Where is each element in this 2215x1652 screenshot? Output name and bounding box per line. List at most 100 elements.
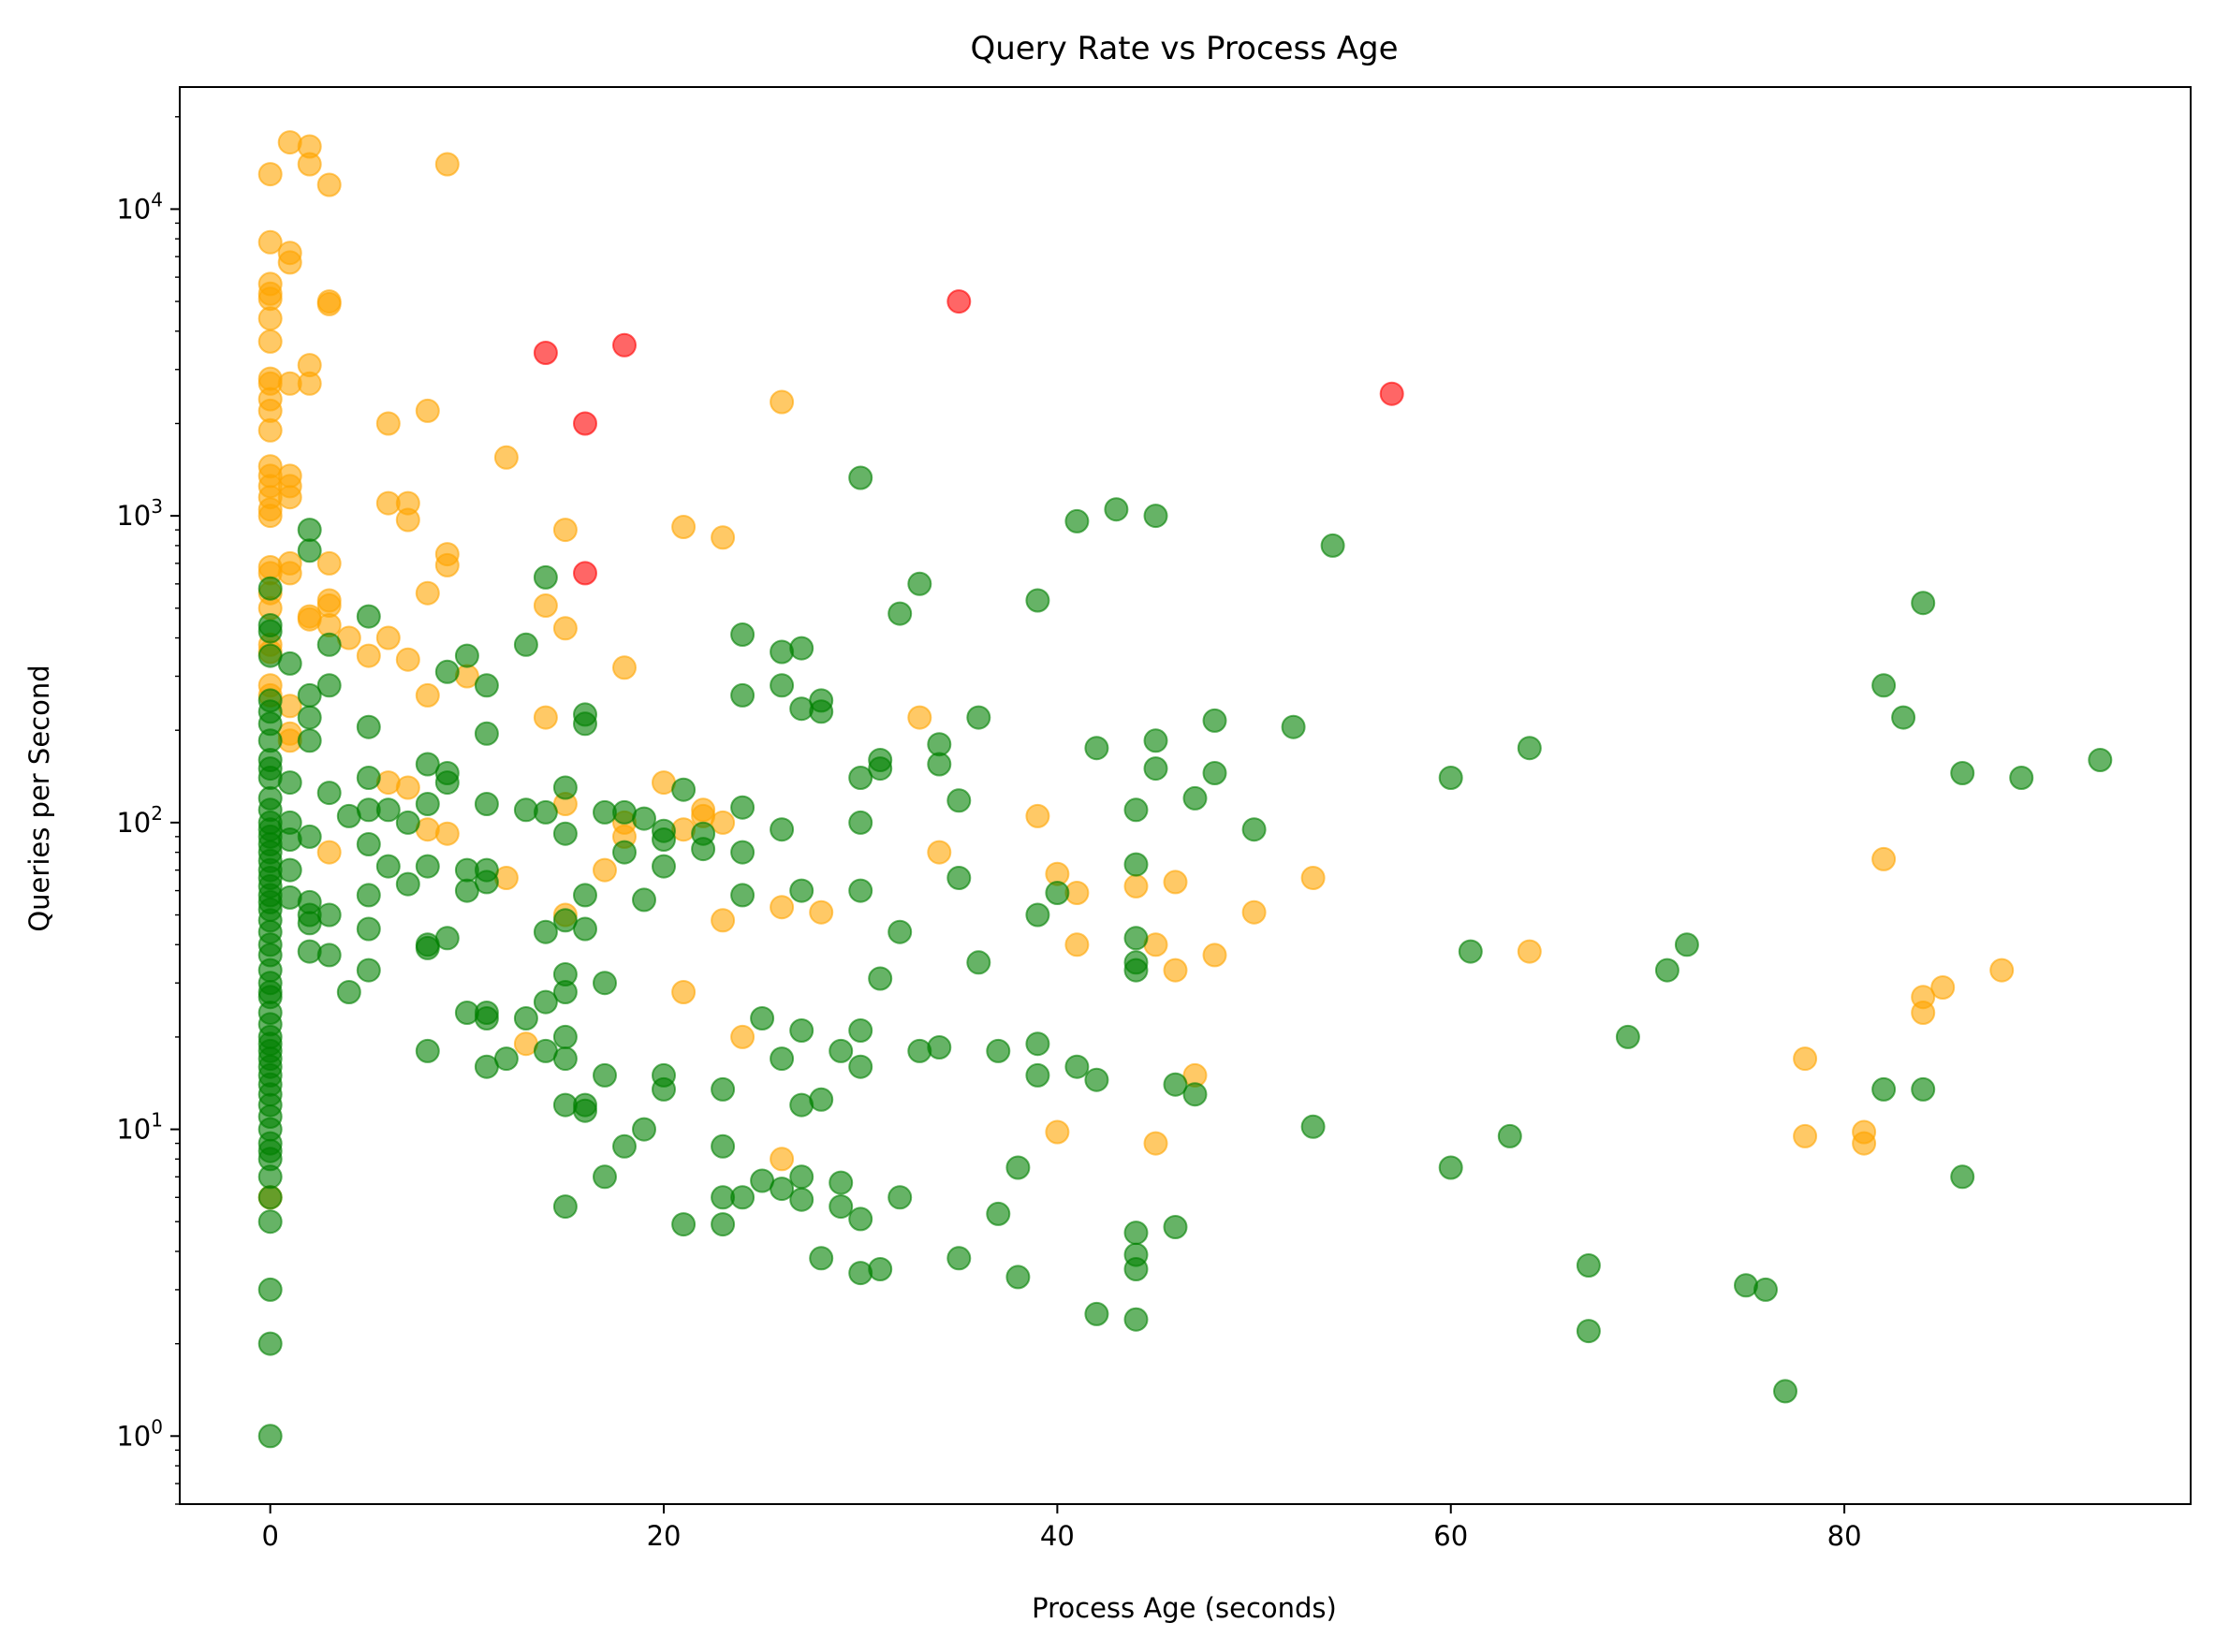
data-point <box>375 797 401 823</box>
data-point <box>612 655 637 680</box>
data-point <box>927 752 952 777</box>
data-point <box>257 766 283 790</box>
data-point <box>1438 1155 1463 1180</box>
data-point <box>750 1006 775 1031</box>
data-point <box>356 883 381 908</box>
data-point <box>415 792 440 816</box>
data-point <box>1025 1062 1050 1088</box>
data-point <box>474 721 499 746</box>
data-point <box>1045 1119 1070 1145</box>
data-point <box>474 1006 499 1031</box>
data-point <box>1084 1067 1109 1092</box>
data-point <box>946 866 972 890</box>
data-point <box>730 622 755 647</box>
data-point <box>277 884 302 910</box>
data-point <box>848 1018 873 1043</box>
y-tick-label: 101 <box>116 1109 163 1146</box>
data-point <box>356 643 381 668</box>
data-point <box>671 515 697 539</box>
data-point <box>1576 1253 1601 1278</box>
data-point <box>946 289 972 314</box>
data-point <box>1143 1131 1168 1156</box>
data-point <box>1163 1215 1188 1239</box>
x-tick-label: 0 <box>261 1520 278 1552</box>
data-point <box>1773 1379 1797 1404</box>
x-tick-label: 20 <box>647 1520 682 1552</box>
data-point <box>415 1038 440 1063</box>
data-point <box>513 632 538 657</box>
data-point <box>770 673 795 698</box>
data-point <box>1123 958 1149 983</box>
data-point <box>848 878 873 903</box>
data-point <box>513 1006 538 1031</box>
data-point <box>257 504 283 529</box>
data-point <box>1163 1072 1188 1097</box>
data-point <box>2009 766 2034 790</box>
data-point <box>711 1133 736 1159</box>
data-point <box>434 152 460 177</box>
data-point <box>1438 766 1463 790</box>
data-point <box>887 601 913 626</box>
data-point <box>1281 714 1306 739</box>
data-point <box>848 465 873 490</box>
data-point <box>573 711 597 737</box>
data-point <box>297 939 322 964</box>
data-point <box>1064 508 1090 534</box>
data-point <box>1950 1164 1975 1190</box>
data-point <box>789 878 814 903</box>
data-point <box>573 883 597 908</box>
data-point <box>552 616 578 641</box>
data-point <box>1241 817 1267 842</box>
data-point <box>1497 1123 1522 1148</box>
data-point <box>593 971 617 996</box>
data-point <box>1615 1024 1640 1049</box>
data-point <box>1025 902 1050 928</box>
data-point <box>1123 926 1149 951</box>
data-point <box>434 821 460 846</box>
data-point <box>257 1331 283 1356</box>
data-point <box>1871 1076 1897 1102</box>
data-point <box>1852 1131 1877 1156</box>
data-point <box>552 1046 578 1072</box>
data-point <box>415 935 440 960</box>
chart-title: Query Rate vs Process Age <box>970 30 1398 67</box>
data-point <box>277 651 302 676</box>
data-point <box>1911 1001 1936 1025</box>
data-point <box>1123 1257 1149 1281</box>
data-point <box>395 810 420 835</box>
data-point <box>789 1187 814 1212</box>
data-point <box>730 1024 755 1049</box>
data-point <box>1045 881 1070 905</box>
data-point <box>887 919 913 944</box>
data-point <box>1202 943 1227 968</box>
data-point <box>612 840 637 865</box>
data-point <box>632 1117 656 1142</box>
data-point <box>533 341 558 365</box>
data-point <box>1300 866 1326 890</box>
data-point <box>691 837 716 862</box>
data-point <box>829 1194 854 1220</box>
data-point <box>316 291 342 316</box>
data-point <box>415 752 440 777</box>
data-point <box>573 411 597 436</box>
data-point <box>415 580 440 606</box>
data-point <box>770 817 795 842</box>
data-point <box>316 550 342 576</box>
data-point <box>789 1018 814 1043</box>
data-point <box>868 966 893 991</box>
data-point <box>356 766 381 790</box>
data-point <box>1064 1054 1090 1079</box>
data-point <box>257 1277 283 1302</box>
data-point <box>415 398 440 423</box>
data-point <box>257 619 283 644</box>
data-point <box>375 625 401 651</box>
data-point <box>612 332 637 358</box>
data-point <box>552 1194 578 1220</box>
x-axis-label: Process Age (seconds) <box>1032 1592 1337 1624</box>
data-point <box>671 1212 697 1237</box>
data-point <box>1871 673 1897 698</box>
data-point <box>848 810 873 835</box>
data-point <box>1871 846 1897 871</box>
data-point <box>316 902 342 928</box>
